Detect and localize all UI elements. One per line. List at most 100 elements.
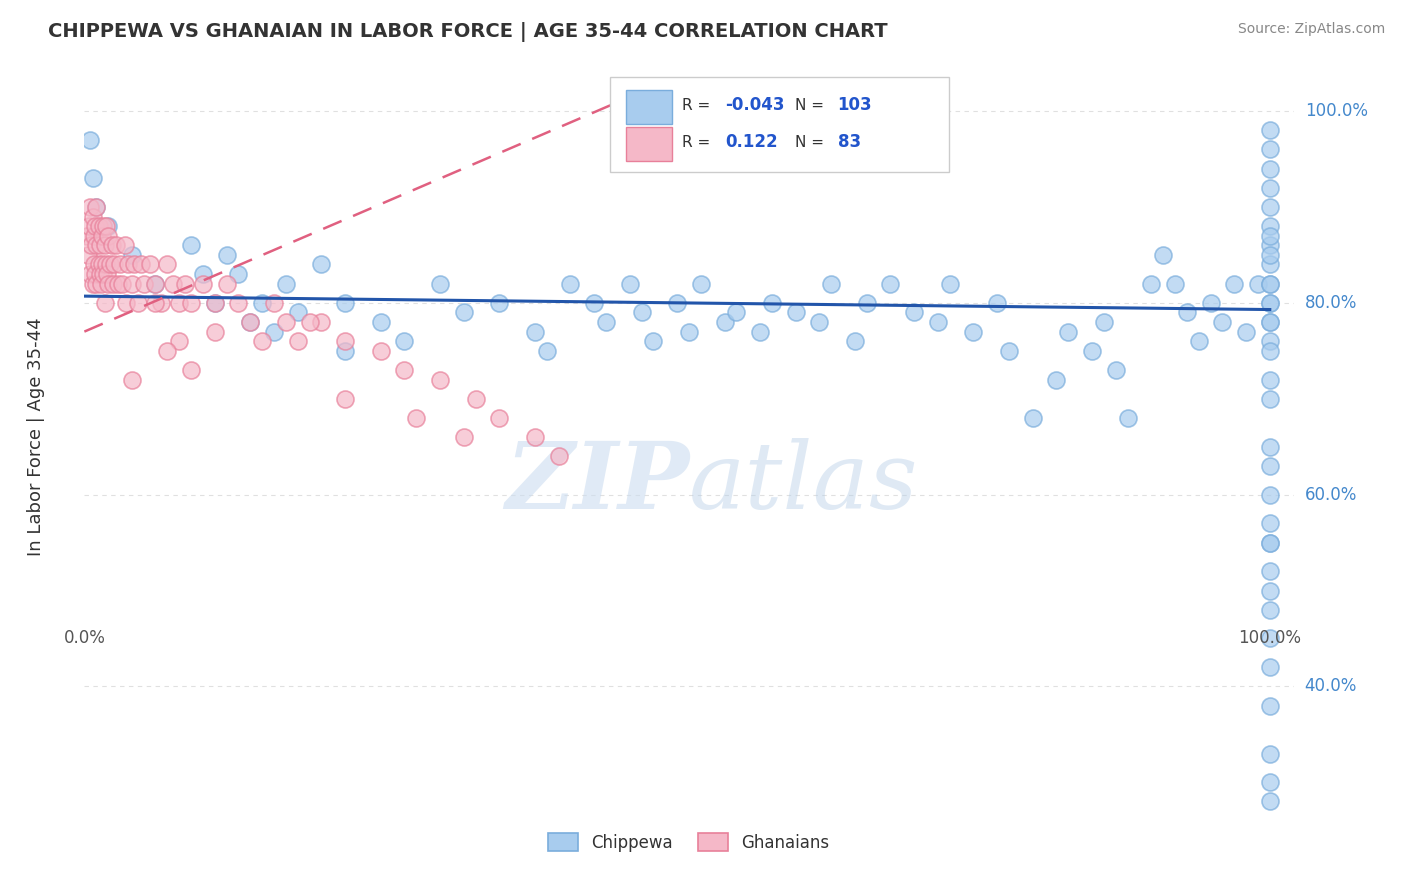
Point (145, 277, 167, 291)
Point (713, 315, 735, 329)
Point (215, 277, 238, 291)
Text: 103: 103 (838, 96, 872, 114)
Point (749, 325, 772, 339)
Point (180, 296, 202, 310)
Point (101, 277, 124, 291)
Point (879, 277, 901, 291)
Point (180, 238, 202, 252)
Point (998, 343, 1021, 358)
Point (180, 363, 202, 377)
Point (93, 296, 115, 310)
Point (986, 296, 1008, 310)
Point (87, 258, 110, 272)
Point (91, 258, 114, 272)
Point (94, 258, 117, 272)
Text: R =: R = (682, 98, 714, 112)
Point (1258, 373, 1281, 387)
Point (1258, 219, 1281, 234)
Point (127, 296, 149, 310)
Point (250, 334, 273, 349)
Point (121, 277, 143, 291)
Point (1188, 334, 1211, 349)
FancyBboxPatch shape (610, 77, 949, 172)
Point (1258, 775, 1281, 789)
Point (91, 219, 114, 234)
Point (114, 238, 136, 252)
Point (855, 296, 877, 310)
Point (298, 315, 321, 329)
Point (1258, 123, 1281, 137)
Point (1258, 277, 1281, 291)
Point (1164, 277, 1187, 291)
Text: 60.0%: 60.0% (1305, 485, 1357, 504)
Point (228, 267, 250, 281)
Point (488, 411, 510, 425)
Point (630, 305, 652, 319)
Point (77, 219, 100, 234)
Point (84, 200, 107, 214)
Point (97, 277, 120, 291)
Point (370, 315, 392, 329)
Point (239, 315, 262, 329)
Point (1258, 458, 1281, 473)
Point (287, 334, 309, 349)
Point (547, 450, 569, 464)
Point (1258, 565, 1281, 579)
Point (1258, 296, 1281, 310)
Point (488, 296, 510, 310)
Point (619, 277, 641, 291)
Point (250, 296, 273, 310)
Point (523, 325, 546, 339)
Point (122, 258, 145, 272)
Point (150, 296, 173, 310)
Point (79, 267, 101, 281)
Point (1258, 747, 1281, 761)
Point (429, 373, 451, 387)
Point (903, 305, 925, 319)
Text: 100.0%: 100.0% (1239, 629, 1302, 647)
Point (1258, 632, 1281, 646)
Text: 100.0%: 100.0% (1305, 102, 1368, 120)
Point (84, 238, 107, 252)
Point (80, 238, 103, 252)
Point (405, 411, 427, 425)
Point (215, 248, 238, 262)
Point (1258, 343, 1281, 358)
Point (1258, 258, 1281, 272)
Point (1140, 277, 1163, 291)
Point (82, 210, 104, 224)
Point (90, 277, 112, 291)
Text: Source: ZipAtlas.com: Source: ZipAtlas.com (1237, 22, 1385, 37)
Point (1247, 277, 1270, 291)
Point (333, 296, 356, 310)
Point (174, 277, 197, 291)
Point (536, 343, 558, 358)
Point (204, 296, 226, 310)
Point (820, 277, 842, 291)
Point (263, 325, 285, 339)
Point (77, 248, 100, 262)
Point (583, 296, 606, 310)
Point (1258, 228, 1281, 243)
Point (785, 305, 807, 319)
Point (84, 219, 107, 234)
Point (560, 277, 582, 291)
Point (1258, 583, 1281, 598)
Point (1022, 411, 1045, 425)
Point (1175, 305, 1198, 319)
Point (91, 267, 114, 281)
Point (167, 296, 190, 310)
Point (84, 200, 107, 214)
Point (274, 315, 297, 329)
Point (1258, 161, 1281, 176)
Point (1081, 343, 1104, 358)
Point (1258, 535, 1281, 549)
Text: 80.0%: 80.0% (1305, 293, 1357, 312)
Legend: Chippewa, Ghanaians: Chippewa, Ghanaians (541, 826, 837, 858)
Point (1258, 535, 1281, 549)
Text: 40.0%: 40.0% (1305, 677, 1357, 696)
Point (191, 267, 214, 281)
Text: In Labor Force | Age 35-44: In Labor Force | Age 35-44 (27, 318, 45, 557)
Point (370, 343, 392, 358)
Point (1258, 143, 1281, 157)
